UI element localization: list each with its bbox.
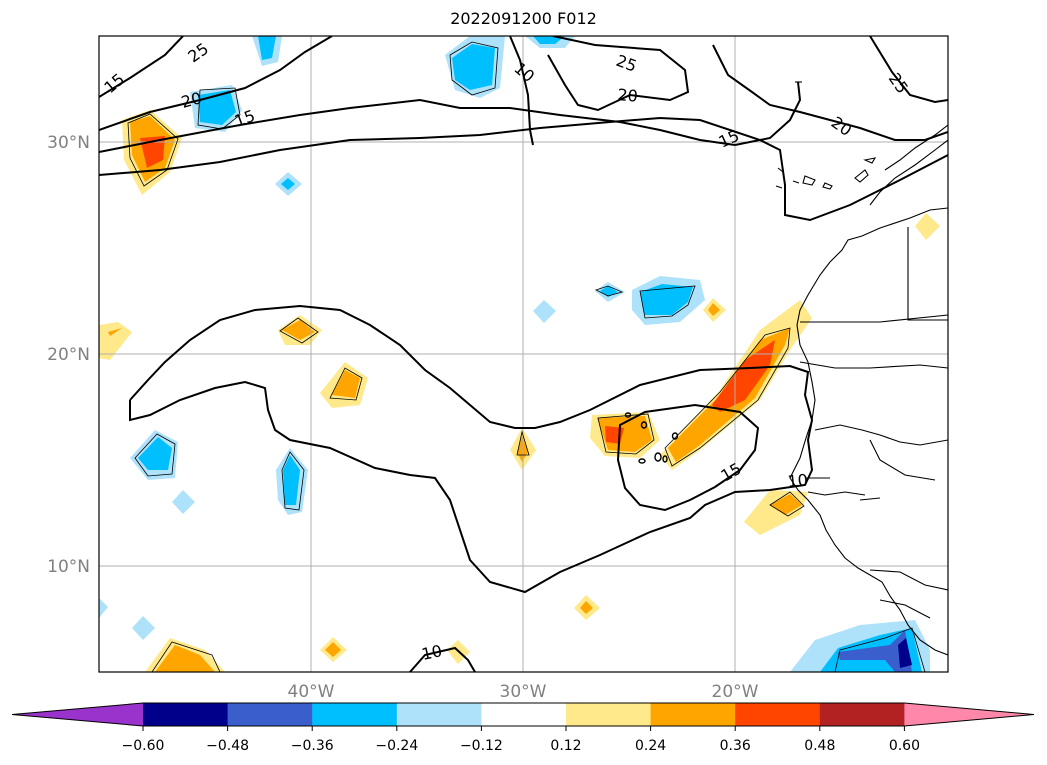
colorbar-segment <box>650 703 736 726</box>
lat-label-20n: 20°N <box>47 345 90 365</box>
lat-label-10n: 10°N <box>47 557 90 577</box>
contour-10-top <box>509 36 534 146</box>
contour-label: 20 <box>179 88 204 112</box>
colorbar-tick-label: 0.12 <box>550 738 581 754</box>
colorbar-segment <box>227 703 313 726</box>
colorbar-segment <box>481 703 567 726</box>
contour-label: 20 <box>617 85 639 106</box>
contour-10-loop <box>129 304 814 594</box>
lat-label-30n: 30°N <box>47 133 90 153</box>
contour-10-bottom <box>409 646 476 672</box>
colorbar-tick-label: 0.24 <box>635 738 666 754</box>
negative-patch-southeast <box>790 620 930 672</box>
lon-label-30w: 30°W <box>500 682 547 702</box>
contour-15-mid <box>99 98 736 153</box>
colorbar-segment <box>566 703 652 726</box>
colorbar-tick-label: −0.12 <box>460 738 503 754</box>
contour-main <box>99 116 948 222</box>
colorbar-segment <box>143 703 229 726</box>
contour-25-ne <box>869 36 948 104</box>
coastlines <box>775 81 948 656</box>
colorbar-extend-max <box>904 703 1034 726</box>
contour-label: 10 <box>787 470 809 491</box>
colorbar-segments <box>11 702 1035 727</box>
contour-15-loop <box>616 403 760 512</box>
lon-label-20w: 20°W <box>712 682 759 702</box>
map-title: 2022091200 F012 <box>450 9 597 28</box>
colorbar: −0.60 −0.48 −0.36 −0.24 −0.12 0.12 0.24 0.36 0.4… <box>11 702 1035 754</box>
graticule <box>99 36 948 672</box>
colorbar-tick-label: −0.60 <box>122 738 165 754</box>
colorbar-tick-label: 0.36 <box>720 738 751 754</box>
contour-15-nw <box>99 36 184 98</box>
map-area: 15 25 10 25 20 25 20 15 15 20 15 10 10 <box>99 36 948 672</box>
colorbar-tick-label: 0.60 <box>889 738 920 754</box>
contour-20-right <box>734 81 802 146</box>
colorbar-extend-min <box>12 703 143 726</box>
colorbar-tick-label: −0.48 <box>206 738 249 754</box>
contours <box>99 36 948 672</box>
positive-patch-nw <box>122 110 182 195</box>
colorbar-segment <box>735 703 821 726</box>
colorbar-tick-label: −0.24 <box>375 738 418 754</box>
lon-labels: 40°W 30°W 20°W <box>288 682 759 702</box>
colorbar-ticks: −0.60 −0.48 −0.36 −0.24 −0.12 0.12 0.24 0.36 0.4… <box>122 726 920 754</box>
colorbar-segment <box>819 703 905 726</box>
colorbar-segment <box>312 703 398 726</box>
lat-labels: 30°N 20°N 10°N <box>47 133 90 577</box>
contour-25-top <box>547 36 690 112</box>
contour-20-nw <box>99 36 333 131</box>
colorbar-segment <box>396 703 482 726</box>
lon-label-40w: 40°W <box>288 682 335 702</box>
small-contour-loops <box>624 412 679 464</box>
colorbar-tick-label: −0.36 <box>291 738 334 754</box>
negative-patch-central <box>99 276 705 640</box>
colorbar-tick-label: 0.48 <box>804 738 835 754</box>
contour-20-top <box>712 44 948 141</box>
contour-label: 10 <box>420 641 444 664</box>
map-border <box>98 35 949 673</box>
